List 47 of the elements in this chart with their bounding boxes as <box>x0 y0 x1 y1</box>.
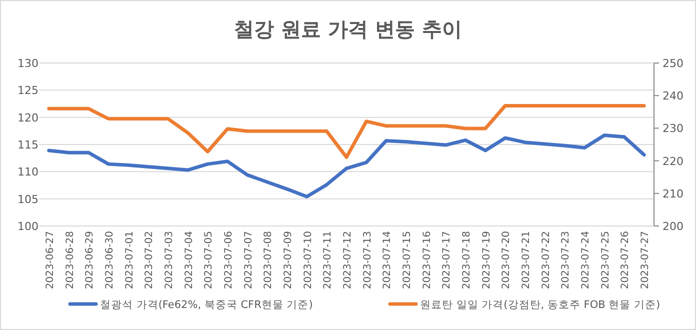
x-tick-label: 2023-07-25 <box>600 231 612 290</box>
x-tick-label: 2023-07-05 <box>204 231 215 290</box>
x-tick-label: 2023-07-27 <box>640 231 652 290</box>
y2-tick-label: 240 <box>662 90 684 103</box>
x-tick-label: 2023-07-03 <box>164 231 175 290</box>
x-tick-label: 2023-07-21 <box>521 231 532 290</box>
y-tick-label: 120 <box>18 111 38 124</box>
y2-tick-label: 210 <box>662 187 684 200</box>
x-tick-label: 2023-07-07 <box>243 231 254 290</box>
x-tick-label: 2023-06-27 <box>44 231 56 290</box>
line-series <box>47 104 646 159</box>
line-series <box>47 134 646 198</box>
x-tick-label: 2023-07-17 <box>442 231 453 290</box>
x-tick-label: 2023-06-30 <box>104 231 116 290</box>
x-tick-label: 2023-07-16 <box>422 231 433 290</box>
x-tick-label: 2023-07-11 <box>322 231 334 290</box>
x-tick-label: 2023-07-22 <box>540 231 552 290</box>
y-tick-label: 130 <box>18 57 38 70</box>
x-tick-label: 2023-07-20 <box>501 231 512 290</box>
y-tick-label: 110 <box>18 166 38 179</box>
y-tick-label: 125 <box>18 84 38 98</box>
y2-tick-label: 220 <box>662 154 684 168</box>
x-tick-label: 2023-07-08 <box>263 231 274 290</box>
x-tick-label: 2023-07-14 <box>382 231 394 290</box>
x-tick-label: 2023-07-15 <box>402 231 414 290</box>
x-tick-label: 2023-07-06 <box>223 231 234 290</box>
x-tick-label: 2023-07-10 <box>302 231 314 290</box>
x-tick-label: 2023-07-24 <box>580 231 592 290</box>
x-tick-label: 2023-07-01 <box>124 231 136 290</box>
x-tick-label: 2023-07-09 <box>282 231 294 290</box>
x-tick-label: 2023-06-29 <box>84 231 96 290</box>
x-tick-label: 2023-07-02 <box>144 231 156 290</box>
x-tick-label: 2023-07-13 <box>362 231 374 290</box>
x-tick-label: 2023-06-28 <box>64 231 76 290</box>
y-tick-label: 100 <box>18 220 38 233</box>
x-tick-label: 2023-07-18 <box>462 231 473 290</box>
y-tick-label: 105 <box>18 192 38 206</box>
y-tick-label: 115 <box>18 138 38 152</box>
x-tick-label: 2023-07-26 <box>620 231 632 290</box>
y2-tick-label: 250 <box>662 57 684 70</box>
y2-tick-label: 200 <box>662 220 684 233</box>
chart-title: 철강 원료 가격 변동 추이 <box>234 17 462 41</box>
x-tick-label: 2023-07-19 <box>481 231 492 290</box>
x-tick-label: 2023-07-04 <box>184 231 195 290</box>
x-tick-label: 2023-07-12 <box>342 231 354 290</box>
y2-tick-label: 230 <box>662 122 684 136</box>
x-tick-label: 2023-07-23 <box>560 231 572 290</box>
